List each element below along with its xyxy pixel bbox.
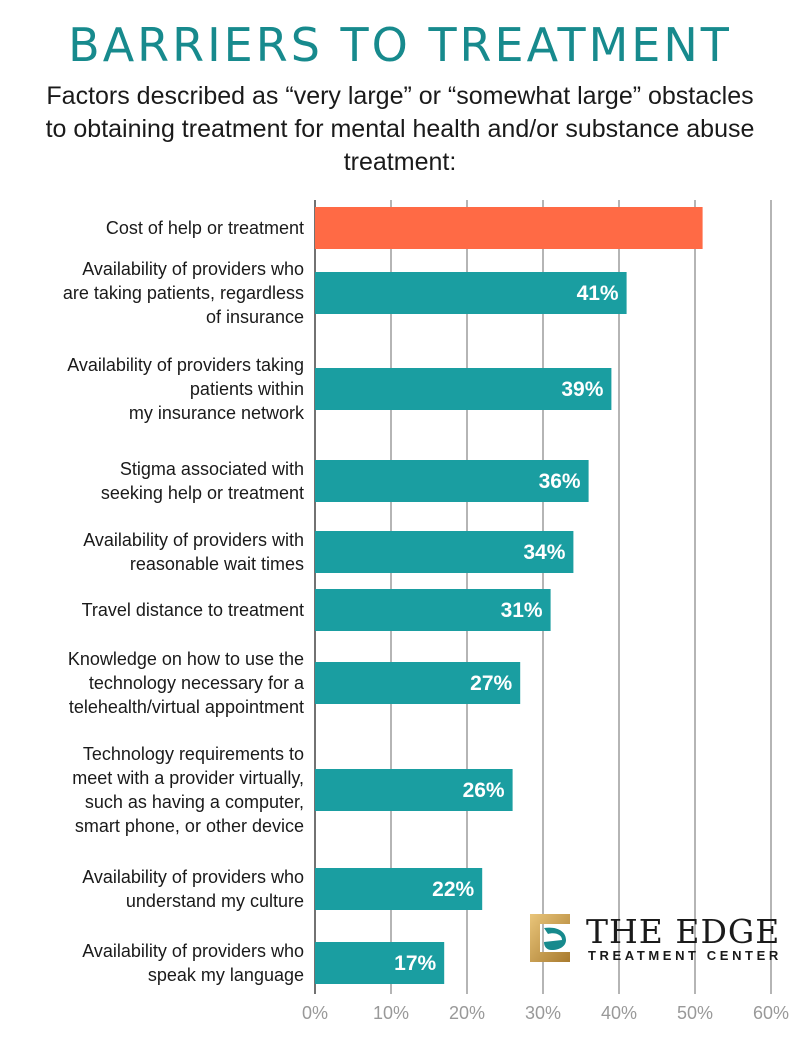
category-label: Technology requirements to meet with a pr… <box>72 744 304 836</box>
x-tick-label: 40% <box>601 1003 637 1023</box>
data-label: 41% <box>577 282 619 305</box>
x-tick-label: 0% <box>302 1003 328 1023</box>
category-label-line: telehealth/virtual appointment <box>69 697 304 717</box>
category-label-line: of insurance <box>206 307 304 327</box>
category-label-line: seeking help or treatment <box>101 483 304 503</box>
category-label: Availability of providers taking patients… <box>67 355 305 423</box>
logo-tagline: TREATMENT CENTER <box>588 948 782 963</box>
edge-e-icon <box>530 914 570 962</box>
category-label: Availability of providers who are taking … <box>63 259 304 327</box>
category-label-line: Availability of providers with <box>83 530 304 550</box>
data-label: 22% <box>432 878 474 901</box>
data-label: 27% <box>470 672 512 695</box>
bar <box>315 868 483 910</box>
data-label: 31% <box>501 599 543 622</box>
bar <box>315 207 703 249</box>
category-label-line: Availability of providers taking <box>67 355 304 375</box>
category-label-line: Cost of help or treatment <box>106 218 304 238</box>
data-label: 39% <box>561 378 603 401</box>
category-label: Cost of help or treatment <box>106 218 304 238</box>
category-label-line: reasonable wait times <box>130 554 304 574</box>
category-label-line: Availability of providers who <box>82 867 304 887</box>
category-label: Availability of providers who speak my la… <box>82 941 304 985</box>
chart-title: BARRIERS TO TREATMENT <box>68 18 732 72</box>
category-label: Knowledge on how to use the technology ne… <box>68 649 305 717</box>
category-label-line: such as having a computer, <box>85 792 304 812</box>
bar <box>315 272 627 314</box>
category-label-line: patients within <box>190 379 304 399</box>
x-tick-label: 60% <box>753 1003 789 1023</box>
category-label: Travel distance to treatment <box>82 600 304 620</box>
bar <box>315 531 574 573</box>
category-label-line: Technology requirements to <box>83 744 304 764</box>
x-tick-label: 30% <box>525 1003 561 1023</box>
category-label-line: Availability of providers who <box>82 259 304 279</box>
x-tick-label: 20% <box>449 1003 485 1023</box>
bar <box>315 769 513 811</box>
category-label-line: my insurance network <box>129 403 305 423</box>
data-label: 17% <box>394 952 436 975</box>
logo: THE EDGE TREATMENT CENTER <box>524 910 784 966</box>
category-label-line: Availability of providers who <box>82 941 304 961</box>
category-label-line: smart phone, or other device <box>75 816 304 836</box>
x-tick-label: 50% <box>677 1003 713 1023</box>
category-label-line: understand my culture <box>126 891 304 911</box>
data-label: 34% <box>523 541 565 564</box>
bar <box>315 589 551 631</box>
logo-name: THE EDGE <box>586 912 781 951</box>
bar <box>315 368 612 410</box>
category-label-line: meet with a provider virtually, <box>72 768 304 788</box>
category-label-line: are taking patients, regardless <box>63 283 304 303</box>
category-label: Availability of providers with reasonable… <box>83 530 304 574</box>
bar <box>315 942 445 984</box>
x-tick-label: 10% <box>373 1003 409 1023</box>
data-label: 36% <box>539 470 581 493</box>
category-label-line: Stigma associated with <box>120 459 304 479</box>
category-label-line: technology necessary for a <box>89 673 305 693</box>
chart-subtitle: Factors described as “very large” or “so… <box>45 82 755 176</box>
bar <box>315 662 521 704</box>
bar <box>315 460 589 502</box>
category-label: Availability of providers who understand … <box>82 867 304 911</box>
data-label: 26% <box>463 779 505 802</box>
category-label: Stigma associated with seeking help or tr… <box>101 459 304 503</box>
category-label-line: speak my language <box>148 965 304 985</box>
category-label-line: Knowledge on how to use the <box>68 649 304 669</box>
category-label-line: Travel distance to treatment <box>82 600 304 620</box>
